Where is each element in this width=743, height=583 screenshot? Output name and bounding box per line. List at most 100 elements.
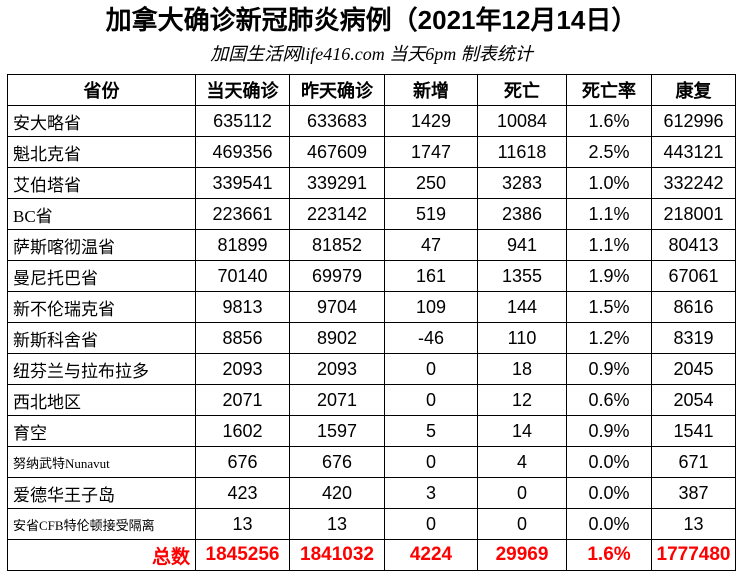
value-cell: 0.0% — [566, 446, 652, 478]
province-cell: 安大略省 — [7, 105, 196, 137]
table-row: 曼尼托巴省 70140 69979 161 1355 1.9% 67061 — [7, 260, 736, 292]
column-header-5: 死亡率 — [566, 74, 652, 106]
province-cell: 萨斯喀彻温省 — [7, 229, 196, 261]
province-cell: 曼尼托巴省 — [7, 260, 196, 292]
province-cell: 安省CFB特伦顿接受隔离 — [7, 508, 196, 540]
province-cell: 艾伯塔省 — [7, 167, 196, 199]
value-cell: 2071 — [289, 384, 385, 416]
table-row: 努纳武特Nunavut 676 676 0 4 0.0% 671 — [7, 446, 736, 478]
total-value-cell: 4224 — [384, 539, 478, 571]
value-cell: 0 — [384, 384, 478, 416]
value-cell: 9704 — [289, 291, 385, 323]
column-header-1: 当天确诊 — [195, 74, 290, 106]
province-cell: 新不伦瑞克省 — [7, 291, 196, 323]
column-header-6: 康复 — [651, 74, 736, 106]
table-row: 纽芬兰与拉布拉多 2093 2093 0 18 0.9% 2045 — [7, 353, 736, 385]
province-cell: 纽芬兰与拉布拉多 — [7, 353, 196, 385]
value-cell: 13 — [289, 508, 385, 540]
value-cell: 2.5% — [566, 136, 652, 168]
value-cell: 1597 — [289, 415, 385, 447]
value-cell: 2093 — [195, 353, 290, 385]
value-cell: 3283 — [477, 167, 567, 199]
value-cell: 339541 — [195, 167, 290, 199]
table-row: 新斯科舍省 8856 8902 -46 110 1.2% 8319 — [7, 322, 736, 354]
value-cell: 469356 — [195, 136, 290, 168]
table-row: 魁北克省 469356 467609 1747 11618 2.5% 443121 — [7, 136, 736, 168]
value-cell: 0 — [477, 508, 567, 540]
value-cell: 80413 — [651, 229, 736, 261]
value-cell: 13 — [195, 508, 290, 540]
value-cell: 2386 — [477, 198, 567, 230]
table-row: 新不伦瑞克省 9813 9704 109 144 1.5% 8616 — [7, 291, 736, 323]
value-cell: 676 — [289, 446, 385, 478]
province-cell: 爱德华王子岛 — [7, 477, 196, 509]
value-cell: 8616 — [651, 291, 736, 323]
value-cell: 8856 — [195, 322, 290, 354]
value-cell: 339291 — [289, 167, 385, 199]
value-cell: 1355 — [477, 260, 567, 292]
page-title: 加拿大确诊新冠肺炎病例（2021年12月14日） — [105, 5, 638, 35]
value-cell: 1.0% — [566, 167, 652, 199]
value-cell: 12 — [477, 384, 567, 416]
value-cell: 2054 — [651, 384, 736, 416]
value-cell: 1.5% — [566, 291, 652, 323]
table-total-row: 总数 1845256 1841032 4224 29969 1.6% 1777480 — [7, 539, 736, 571]
value-cell: 676 — [195, 446, 290, 478]
value-cell: 81852 — [289, 229, 385, 261]
value-cell: 250 — [384, 167, 478, 199]
value-cell: 633683 — [289, 105, 385, 137]
value-cell: -46 — [384, 322, 478, 354]
value-cell: 1.2% — [566, 322, 652, 354]
value-cell: 1.1% — [566, 229, 652, 261]
table-row: 西北地区 2071 2071 0 12 0.6% 2054 — [7, 384, 736, 416]
value-cell: 0.9% — [566, 353, 652, 385]
value-cell: 1602 — [195, 415, 290, 447]
table-row: 艾伯塔省 339541 339291 250 3283 1.0% 332242 — [7, 167, 736, 199]
province-cell: 育空 — [7, 415, 196, 447]
value-cell: 941 — [477, 229, 567, 261]
value-cell: 0.9% — [566, 415, 652, 447]
value-cell: 635112 — [195, 105, 290, 137]
value-cell: 9813 — [195, 291, 290, 323]
total-value-cell: 1777480 — [651, 539, 736, 571]
province-cell: 新斯科舍省 — [7, 322, 196, 354]
table-row: BC省 223661 223142 519 2386 1.1% 218001 — [7, 198, 736, 230]
page-subtitle: 加国生活网life416.com 当天6pm 制表统计 — [210, 44, 533, 64]
value-cell: 1747 — [384, 136, 478, 168]
value-cell: 3 — [384, 477, 478, 509]
value-cell: 519 — [384, 198, 478, 230]
table-body: 安大略省 635112 633683 1429 10084 1.6% 612996 魁北克省 4… — [7, 105, 736, 571]
value-cell: 2071 — [195, 384, 290, 416]
total-value-cell: 1841032 — [289, 539, 385, 571]
value-cell: 387 — [651, 477, 736, 509]
value-cell: 5 — [384, 415, 478, 447]
value-cell: 1541 — [651, 415, 736, 447]
value-cell: 67061 — [651, 260, 736, 292]
value-cell: 144 — [477, 291, 567, 323]
column-header-2: 昨天确诊 — [289, 74, 385, 106]
value-cell: 443121 — [651, 136, 736, 168]
value-cell: 14 — [477, 415, 567, 447]
value-cell: 0 — [384, 353, 478, 385]
value-cell: 1.6% — [566, 105, 652, 137]
value-cell: 0.6% — [566, 384, 652, 416]
value-cell: 671 — [651, 446, 736, 478]
value-cell: 10084 — [477, 105, 567, 137]
value-cell: 218001 — [651, 198, 736, 230]
value-cell: 2045 — [651, 353, 736, 385]
value-cell: 70140 — [195, 260, 290, 292]
value-cell: 0 — [384, 446, 478, 478]
value-cell: 4 — [477, 446, 567, 478]
value-cell: 2093 — [289, 353, 385, 385]
value-cell: 81899 — [195, 229, 290, 261]
table-row: 安大略省 635112 633683 1429 10084 1.6% 612996 — [7, 105, 736, 137]
value-cell: 1429 — [384, 105, 478, 137]
value-cell: 109 — [384, 291, 478, 323]
value-cell: 1.1% — [566, 198, 652, 230]
province-cell: 西北地区 — [7, 384, 196, 416]
column-header-4: 死亡 — [477, 74, 567, 106]
table-header-row: 省份 当天确诊 昨天确诊 新增 死亡 死亡率 康复 — [7, 74, 736, 106]
value-cell: 223142 — [289, 198, 385, 230]
value-cell: 423 — [195, 477, 290, 509]
